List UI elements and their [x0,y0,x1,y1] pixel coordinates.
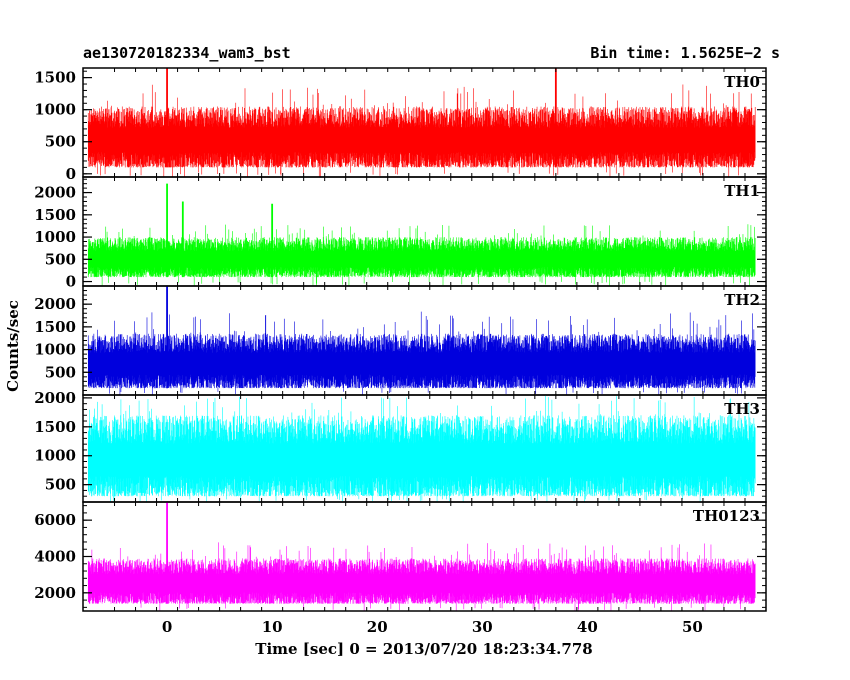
y-tick-label: 2000 [34,184,76,202]
y-tick-label: 1500 [34,418,76,436]
panel-label-th0123: TH0123 [693,507,760,525]
x-tick-label: 20 [367,618,388,636]
panel-label-th2: TH2 [724,291,760,309]
panels: 0 500 1000 1500 TH0 0 500 1000 1500 2000 TH1 500 100… [34,67,767,612]
y-tick-label: 1000 [34,447,76,465]
y-tick-label: 1500 [34,206,76,224]
y-tick-label: 1000 [34,228,76,246]
series-th0-trace [87,68,756,177]
panel-th1: 0 500 1000 1500 2000 TH1 [34,176,767,291]
panel-th0: 0 500 1000 1500 TH0 [34,67,767,183]
y-tick-label: 2000 [34,295,76,313]
x-tick-label: 10 [262,618,283,636]
panel-label-th3: TH3 [724,400,760,418]
y-tick-label: 500 [45,250,76,268]
y-tick-label: 2000 [34,389,76,407]
y-tick-label: 0 [66,273,76,291]
x-axis-label: Time [sec] 0 = 2013/07/20 18:23:34.778 [255,640,592,658]
x-tick-label: 30 [472,618,493,636]
panel-th0123: 2000 4000 6000 TH0123 [34,501,767,612]
panel-label-th1: TH1 [724,182,760,200]
chart-subtitle: Bin time: 1.5625E−2 s [590,44,780,62]
y-tick-label: 0 [66,165,76,183]
x-axis: 0 10 20 30 40 50 [162,618,703,636]
panel-th2: 500 1000 1500 2000 TH2 [34,285,767,396]
y-tick-label: 6000 [34,511,76,529]
x-tick-label: 50 [682,618,703,636]
chart-title: ae130720182334_wam3_bst [83,44,291,62]
panel-th3: 500 1000 1500 2000 TH3 [34,389,767,503]
series-th3-trace [87,395,756,502]
panel-label-th0: TH0 [724,73,760,91]
y-tick-label: 1000 [34,341,76,359]
x-tick-label: 0 [162,618,172,636]
y-tick-label: 4000 [34,548,76,566]
y-axis-label: Counts/sec [4,300,22,392]
y-tick-label: 2000 [34,584,76,602]
series-th0123-trace [87,502,756,611]
series-th2-trace [87,286,756,395]
y-tick-label: 1500 [34,318,76,336]
x-tick-label: 40 [577,618,598,636]
y-tick-label: 500 [45,363,76,381]
y-tick-label: 500 [45,133,76,151]
y-tick-label: 1000 [34,101,76,119]
y-tick-label: 1500 [34,69,76,87]
y-tick-label: 500 [45,476,76,494]
series-th1-trace [87,183,756,286]
